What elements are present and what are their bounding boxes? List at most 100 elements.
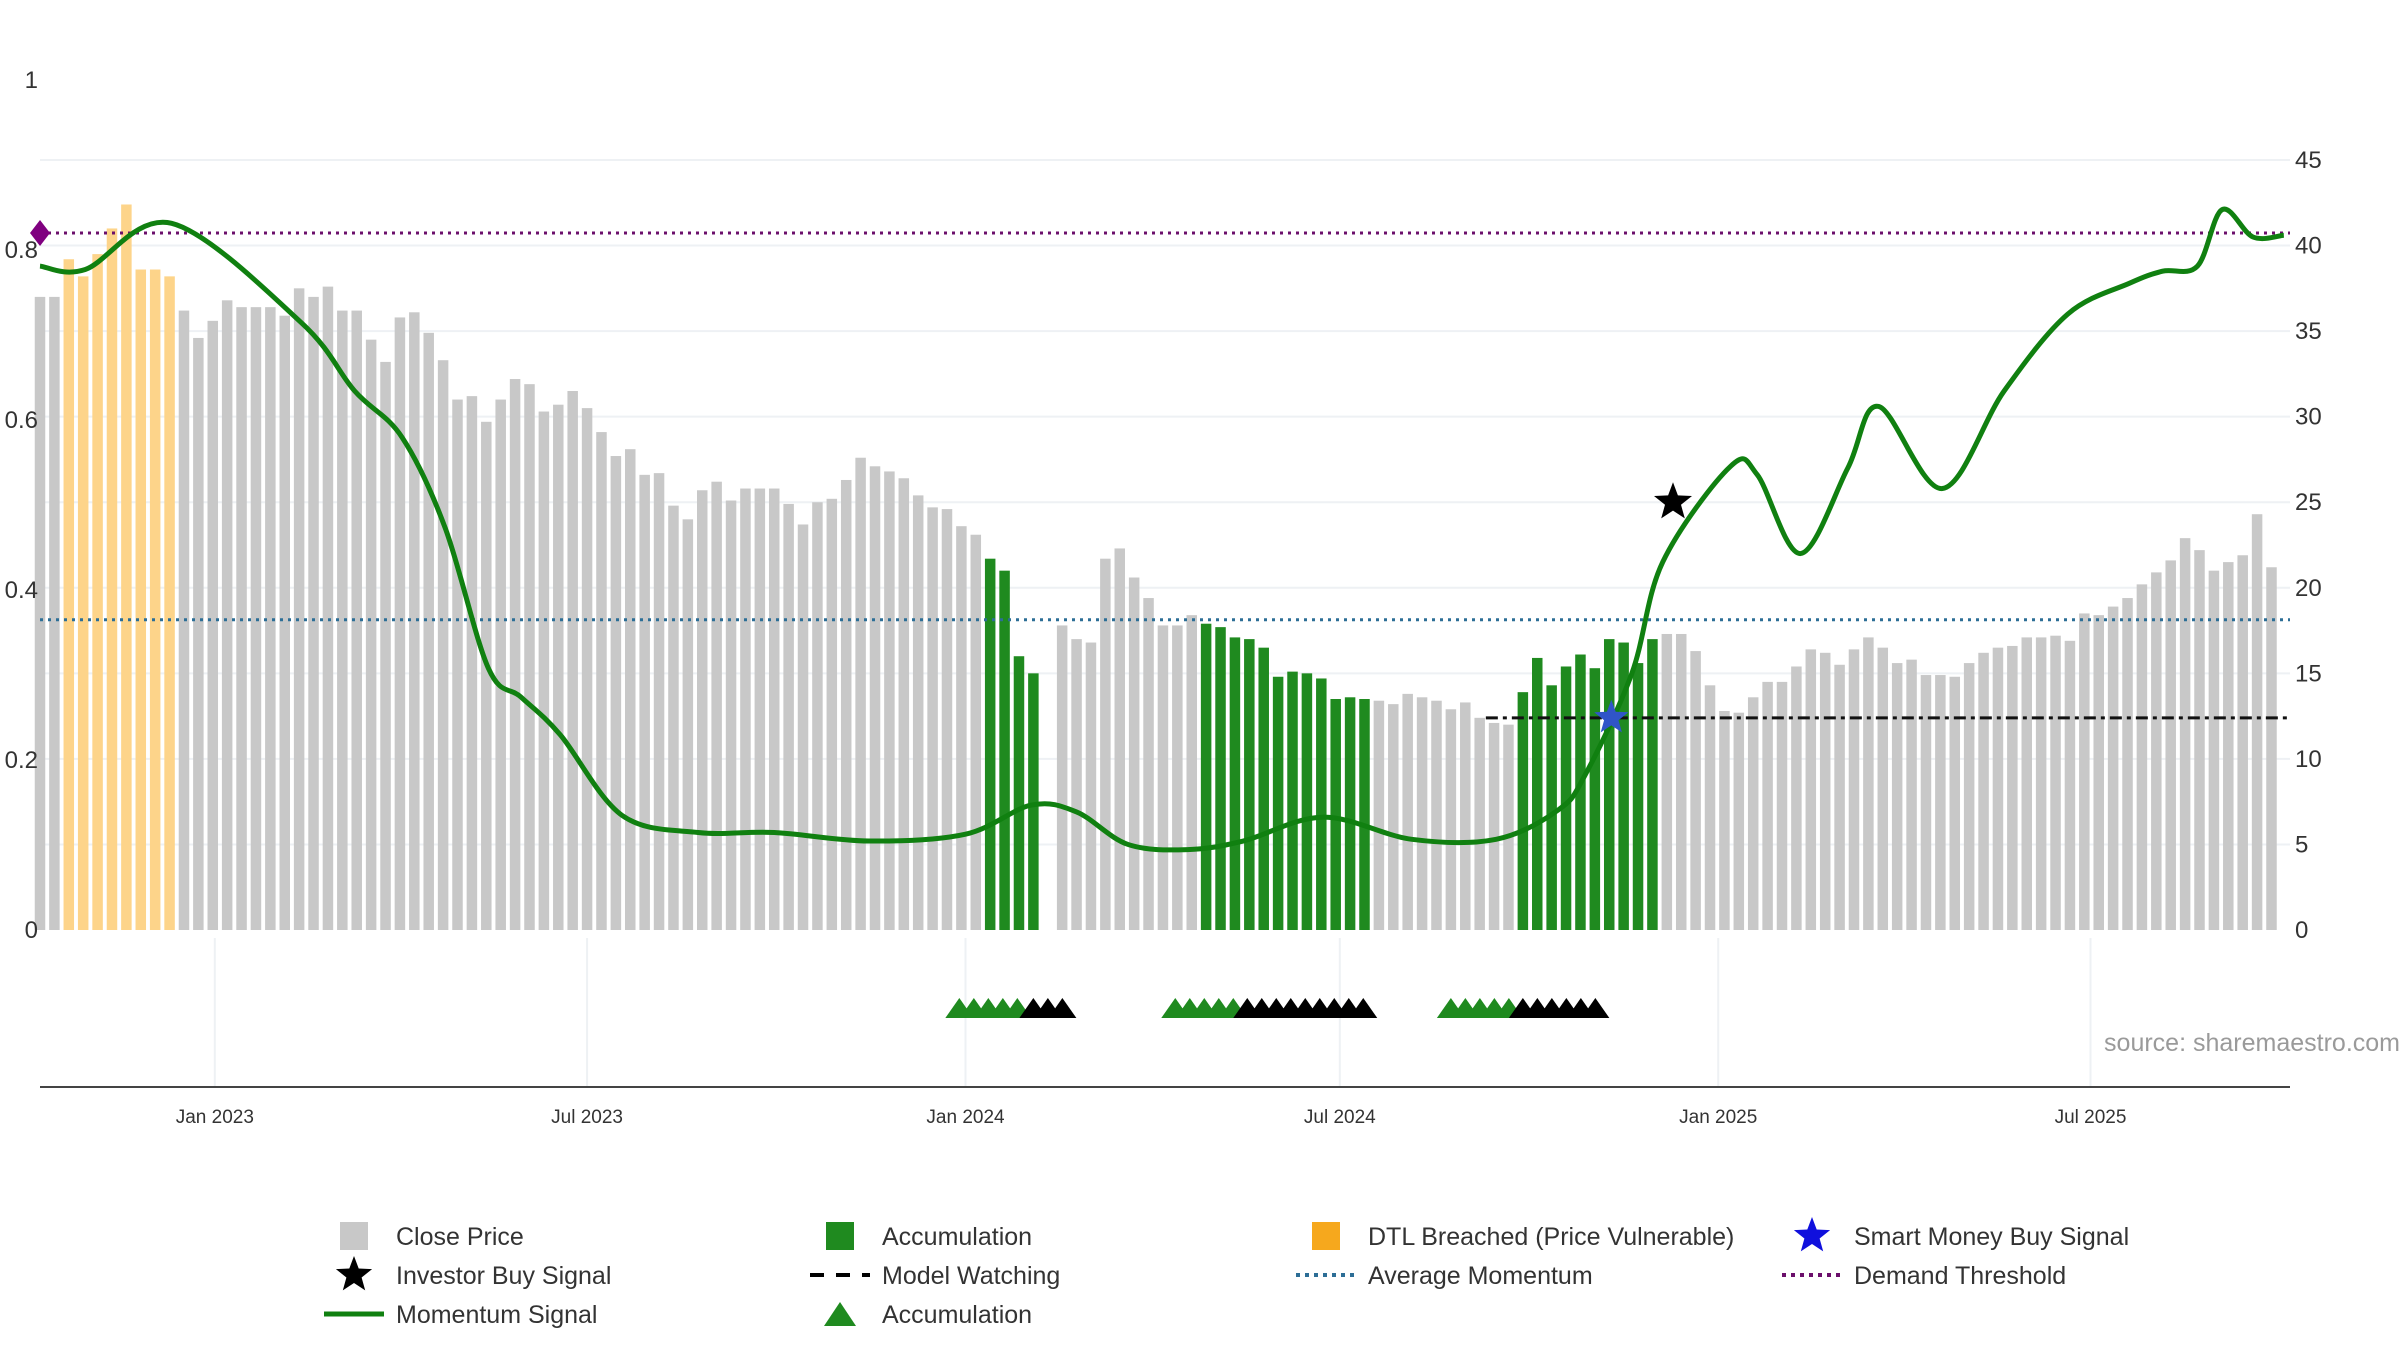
close-price-bar [337, 310, 348, 931]
close-price-bar [1791, 666, 1802, 930]
legend-item-model-watching: Model Watching [810, 1262, 1060, 1290]
close-price-bar [610, 456, 622, 930]
close-price-bar [1747, 697, 1759, 930]
close-price-bar [524, 384, 535, 931]
accumulation-bar [1603, 639, 1615, 930]
accumulation-bar [1215, 627, 1226, 930]
close-price-bar [2237, 555, 2248, 930]
close-price-bar [625, 449, 636, 930]
x-axis-tick-label: Jul 2024 [1304, 1107, 1376, 1128]
legend-swatch [335, 1256, 373, 1291]
close-price-bar [1431, 700, 1442, 930]
legend-label: Accumulation [882, 1301, 1032, 1329]
x-axis-tick-label: Jul 2023 [551, 1107, 623, 1128]
accumulation-bar [1344, 697, 1356, 930]
close-price-bar [898, 478, 910, 930]
dtl-breached-bar [63, 259, 75, 930]
legend-item-average-momentum: Average Momentum [1296, 1262, 1593, 1290]
close-price-bar [2194, 550, 2205, 930]
close-price-bar [596, 432, 607, 930]
close-price-bar [1877, 647, 1889, 930]
dtl-breached-bar [106, 228, 118, 930]
close-price-bar [1891, 663, 1903, 930]
accumulation-bar [1301, 673, 1313, 930]
close-price-bar [2007, 645, 2018, 930]
close-price-bar [250, 307, 262, 931]
source-label: source: sharemaestro.com [2104, 1029, 2400, 1057]
close-price-bar [553, 404, 564, 930]
accumulation-bar [1647, 639, 1658, 930]
close-price-bar [1704, 685, 1716, 930]
close-price-bar [2223, 562, 2234, 930]
close-price-bar [1128, 577, 1140, 930]
close-price-bar [1373, 700, 1385, 930]
close-price-bar [279, 315, 290, 930]
legend-label: Investor Buy Signal [396, 1262, 611, 1290]
close-price-bar [754, 488, 766, 930]
close-price-bar [1906, 659, 1917, 930]
legend-swatch [826, 1222, 854, 1250]
demand-threshold-marker [30, 220, 50, 246]
accumulation-bar [1013, 656, 1025, 930]
accumulation-bar [1244, 639, 1255, 930]
close-price-bar [2165, 560, 2176, 930]
right-axis-tick-label: 45 [2295, 147, 2322, 174]
accumulation-bar [1258, 647, 1269, 930]
legend-label: Accumulation [882, 1223, 1032, 1251]
left-axis-tick-label: 0.2 [5, 747, 38, 774]
legend-label: Model Watching [882, 1262, 1060, 1290]
close-price-bar [855, 457, 866, 930]
close-price-bar [1143, 598, 1154, 930]
right-axis-tick-label: 0 [2295, 917, 2308, 944]
left-axis-tick-label: 0.4 [5, 577, 38, 604]
close-price-bar [1172, 625, 1183, 930]
close-price-bar [365, 339, 377, 931]
close-price-bar [1388, 704, 1399, 930]
markers [30, 220, 1692, 1018]
legend-item-close-price: Close Price [340, 1222, 524, 1251]
close-price-bar [1675, 633, 1687, 930]
dtl-breached-bar [77, 276, 89, 930]
dtl-breached-bar [135, 269, 147, 930]
close-price-bar [1920, 675, 1932, 930]
close-price-bar [1805, 649, 1817, 930]
close-price-bar [1460, 702, 1471, 930]
accumulation-bar [1287, 671, 1298, 930]
close-price-bar [2050, 635, 2061, 930]
accumulation-triangle [1349, 998, 1378, 1018]
close-price-bar [1963, 663, 1975, 930]
close-price-bar [1719, 710, 1730, 930]
close-price-bar [481, 421, 492, 930]
accumulation-bar [1330, 699, 1341, 930]
close-price-bar [1445, 709, 1457, 930]
close-price-bar [1661, 633, 1673, 930]
accumulation-bar [1632, 663, 1644, 930]
close-price-bar [178, 310, 190, 931]
accumulation-bar [1546, 685, 1557, 930]
close-price-bar [711, 481, 722, 930]
x-axis-tick-label: Jul 2025 [2055, 1107, 2127, 1128]
close-price-bar [783, 503, 794, 930]
momentum-signal-line [39, 206, 2285, 853]
close-price-bar [495, 399, 506, 930]
accumulation-bar [1575, 654, 1586, 930]
accumulation-bar [1589, 668, 1601, 930]
close-price-bar [2107, 606, 2119, 930]
close-price-bar [1992, 647, 2004, 930]
close-price-bar [2035, 637, 2047, 930]
right-axis-tick-label: 5 [2295, 831, 2308, 858]
bars [34, 204, 2277, 931]
close-price-bar [826, 498, 838, 930]
accumulation-bar [1560, 666, 1572, 930]
left-axis-tick-label: 0.8 [5, 237, 38, 264]
close-price-bar [653, 473, 665, 930]
legend-swatch [824, 1302, 856, 1326]
close-price-bar [466, 396, 478, 931]
close-price-bar [840, 479, 852, 930]
close-price-bar [34, 296, 46, 930]
accumulation-bar [999, 570, 1010, 930]
close-price-bar [1848, 649, 1860, 930]
x-axis-tick-label: Jan 2025 [1679, 1107, 1757, 1128]
legend: Close Price Accumulation DTL Breached (Pri… [324, 1217, 2129, 1329]
close-price-bar [394, 317, 406, 930]
